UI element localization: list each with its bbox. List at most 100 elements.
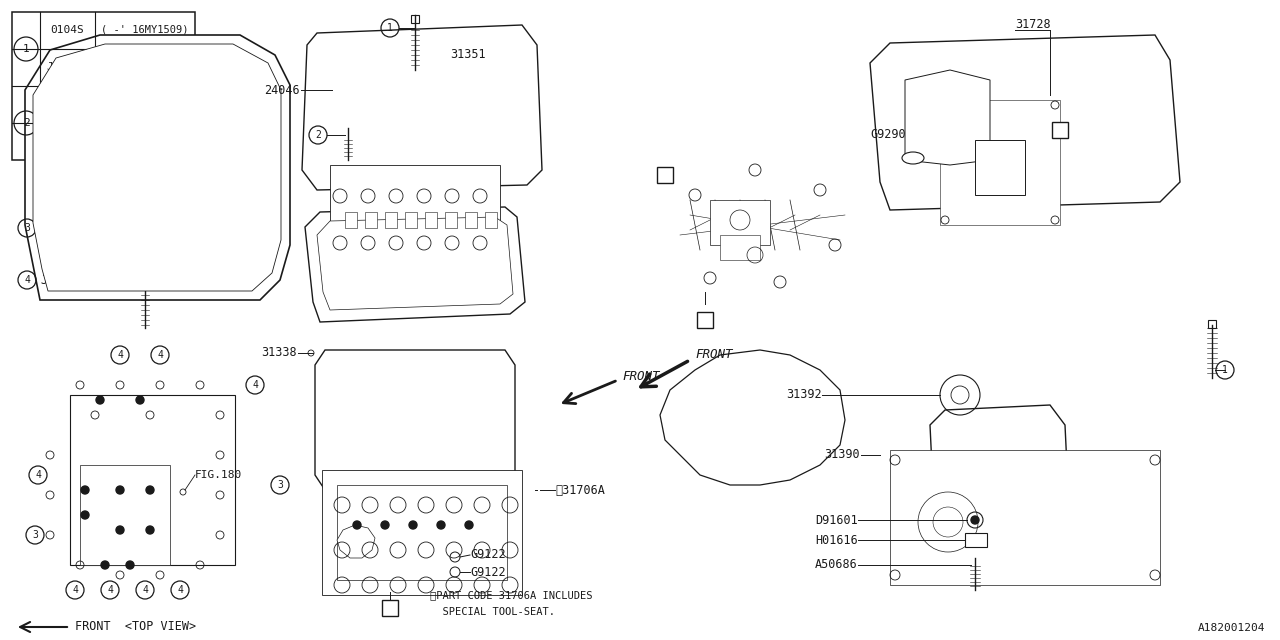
Bar xyxy=(698,312,713,328)
Text: 4: 4 xyxy=(252,380,259,390)
Bar xyxy=(141,220,148,227)
Bar xyxy=(890,450,1160,585)
Polygon shape xyxy=(33,44,282,291)
Circle shape xyxy=(465,521,474,529)
Text: D91601: D91601 xyxy=(815,513,858,527)
Bar xyxy=(404,212,417,228)
Text: 3: 3 xyxy=(32,530,38,540)
Text: A: A xyxy=(662,170,668,180)
Circle shape xyxy=(116,486,124,494)
Circle shape xyxy=(972,516,979,524)
Circle shape xyxy=(136,396,143,404)
Text: 1: 1 xyxy=(1222,365,1228,375)
Text: 4: 4 xyxy=(116,350,123,360)
Circle shape xyxy=(381,521,389,529)
Text: 4: 4 xyxy=(72,585,78,595)
Text: A: A xyxy=(387,603,393,613)
Bar xyxy=(972,555,979,563)
Text: FRONT: FRONT xyxy=(695,349,732,362)
Bar xyxy=(323,470,522,595)
Text: 4: 4 xyxy=(35,470,41,480)
Bar xyxy=(337,485,507,580)
Text: FIG.180: FIG.180 xyxy=(195,470,242,480)
Text: 31728: 31728 xyxy=(1015,19,1051,31)
Bar xyxy=(411,15,419,23)
Text: J1069: J1069 xyxy=(50,99,84,109)
Bar xyxy=(141,272,148,279)
Circle shape xyxy=(101,561,109,569)
Text: H01616: H01616 xyxy=(815,534,858,547)
Text: J20634: J20634 xyxy=(47,136,87,146)
Text: B: B xyxy=(701,315,708,325)
Text: 4: 4 xyxy=(108,585,113,595)
Circle shape xyxy=(96,396,104,404)
Polygon shape xyxy=(315,350,515,490)
Polygon shape xyxy=(317,217,513,310)
Circle shape xyxy=(146,486,154,494)
Bar xyxy=(710,200,771,245)
Text: 31338: 31338 xyxy=(261,346,297,360)
Polygon shape xyxy=(337,525,375,558)
Text: A182001204: A182001204 xyxy=(1198,623,1265,633)
Polygon shape xyxy=(26,35,291,300)
Polygon shape xyxy=(660,350,845,485)
Text: FRONT  <TOP VIEW>: FRONT <TOP VIEW> xyxy=(76,621,196,634)
Text: ※PART CODE 31706A INCLUDES: ※PART CODE 31706A INCLUDES xyxy=(430,590,593,600)
Bar xyxy=(719,235,760,260)
Text: 2: 2 xyxy=(315,130,321,140)
Circle shape xyxy=(116,526,124,534)
Bar xyxy=(1208,320,1216,328)
Text: SPECIAL TOOL-SEAT.: SPECIAL TOOL-SEAT. xyxy=(430,607,556,617)
Text: 4: 4 xyxy=(177,585,183,595)
Bar xyxy=(12,12,195,160)
Bar xyxy=(330,165,500,275)
Text: 3: 3 xyxy=(276,480,283,490)
Circle shape xyxy=(125,561,134,569)
Text: ( -' 16MY1509): ( -' 16MY1509) xyxy=(101,99,188,109)
Bar xyxy=(965,533,987,547)
Text: 1: 1 xyxy=(23,44,29,54)
Bar xyxy=(485,212,497,228)
Polygon shape xyxy=(305,207,525,322)
Text: 31392: 31392 xyxy=(786,388,822,401)
Bar xyxy=(381,600,398,616)
Circle shape xyxy=(410,521,417,529)
Bar xyxy=(445,212,457,228)
Text: 4: 4 xyxy=(142,585,148,595)
Text: G9122: G9122 xyxy=(470,566,506,579)
Text: ( -' 16MY1509): ( -' 16MY1509) xyxy=(101,25,188,35)
Text: A50686: A50686 xyxy=(815,559,858,572)
Bar xyxy=(657,167,673,183)
Bar xyxy=(365,212,378,228)
Text: (' 16MY1509- ): (' 16MY1509- ) xyxy=(101,62,188,72)
Bar xyxy=(975,140,1025,195)
Text: FRONT: FRONT xyxy=(622,369,659,383)
Text: J20602: J20602 xyxy=(47,62,87,72)
Polygon shape xyxy=(870,35,1180,210)
Bar xyxy=(425,212,436,228)
Bar xyxy=(385,212,397,228)
Ellipse shape xyxy=(902,152,924,164)
Text: ※31706A: ※31706A xyxy=(556,483,605,497)
Bar xyxy=(465,212,477,228)
Text: J60696: J60696 xyxy=(40,273,83,287)
Text: 31351: 31351 xyxy=(451,49,485,61)
Text: G9122: G9122 xyxy=(470,548,506,561)
Text: G92903: G92903 xyxy=(870,129,913,141)
Text: 4: 4 xyxy=(24,275,29,285)
Bar xyxy=(940,100,1060,225)
Polygon shape xyxy=(328,512,396,572)
Bar xyxy=(346,212,357,228)
Circle shape xyxy=(81,486,90,494)
Text: 4: 4 xyxy=(157,350,163,360)
Ellipse shape xyxy=(963,129,1038,195)
Polygon shape xyxy=(302,25,541,190)
Text: (' 16MY1509- ): (' 16MY1509- ) xyxy=(101,136,188,146)
Bar xyxy=(79,465,170,565)
Text: 24046: 24046 xyxy=(265,83,300,97)
Text: 0104S: 0104S xyxy=(50,25,84,35)
Circle shape xyxy=(353,521,361,529)
Circle shape xyxy=(81,511,90,519)
Bar xyxy=(70,395,236,565)
Text: 2: 2 xyxy=(23,118,29,128)
